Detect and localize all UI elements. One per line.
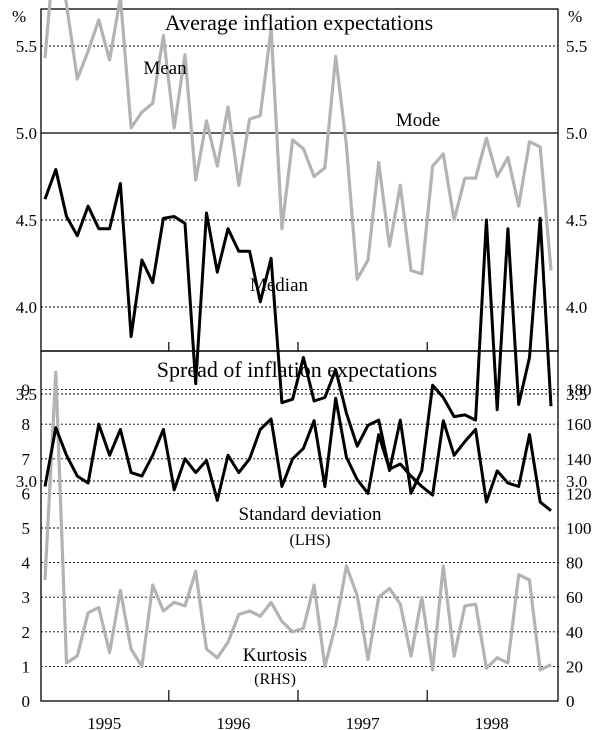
- series-label-standard-deviation: Standard deviation: [239, 504, 382, 525]
- top-left-tick-label: 4.5: [16, 211, 37, 230]
- top-right-tick-label: 5.0: [566, 124, 587, 143]
- series-label-mean: Mean: [143, 58, 187, 79]
- bottom-right-tick-label: 80: [566, 554, 583, 573]
- x-tick-label: 1995: [87, 714, 121, 730]
- mean-line: [43, 0, 553, 281]
- bottom-right-tick-label: 160: [566, 415, 592, 434]
- bottom-left-tick-label: 8: [22, 415, 31, 434]
- top-left-tick-label: 5.0: [16, 124, 37, 143]
- bottom-panel-title: Spread of inflation expectations: [157, 357, 437, 382]
- bottom-left-tick-label: 4: [22, 554, 31, 573]
- series-lines: [43, 0, 553, 672]
- bottom-left-tick-label: 7: [22, 450, 31, 469]
- x-tick-label: 1997: [346, 714, 381, 730]
- bottom-right-tick-label: 0: [566, 692, 575, 711]
- series-sublabel-kurtosis: (RHS): [254, 671, 296, 688]
- bottom-left-tick-label: 0: [22, 692, 31, 711]
- bottom-right-tick-label: 60: [566, 588, 583, 607]
- bottom-right-tick-label: 40: [566, 623, 583, 642]
- bottom-left-tick-label: 3: [22, 588, 31, 607]
- bottom-left-tick-label: 1: [22, 657, 31, 676]
- top-left-tick-label: 4.0: [16, 298, 37, 317]
- top-left-unit-label: %: [12, 7, 26, 26]
- series-label-kurtosis: Kurtosis: [243, 645, 307, 666]
- top-right-tick-label: 4.0: [566, 298, 587, 317]
- series-sublabel-standard-deviation: (LHS): [290, 532, 331, 549]
- axis-ticks: 3.03.03.53.54.04.04.54.55.05.05.55.56.06…: [16, 37, 592, 730]
- x-tick-label: 1998: [475, 714, 509, 730]
- kurtosis-line: [43, 370, 552, 672]
- series-label-mode: Mode: [396, 110, 440, 131]
- top-right-tick-label: 3.0: [566, 472, 587, 491]
- top-panel-gridlines: [41, 45, 558, 482]
- top-left-tick-label: 3.0: [16, 472, 37, 491]
- bottom-right-tick-label: 140: [566, 450, 592, 469]
- bottom-right-tick-label: 120: [566, 484, 592, 503]
- bottom-left-tick-label: 9: [22, 381, 31, 400]
- top-right-unit-label: %: [568, 7, 582, 26]
- top-panel-title: Average inflation expectations: [165, 10, 433, 35]
- bottom-right-tick-label: 20: [566, 657, 583, 676]
- bottom-right-tick-label: 180: [566, 381, 592, 400]
- top-right-tick-label: 5.5: [566, 37, 587, 56]
- bottom-panel-frame: [40, 350, 559, 702]
- x-tick-label: 1996: [216, 714, 250, 730]
- median-line: [43, 168, 553, 495]
- series-label-median: Median: [250, 275, 309, 296]
- bottom-left-tick-label: 6: [22, 484, 31, 503]
- top-right-tick-label: 4.5: [566, 211, 587, 230]
- bottom-left-tick-label: 5: [22, 519, 31, 538]
- bottom-right-tick-label: 100: [566, 519, 592, 538]
- top-left-tick-label: 5.5: [16, 37, 37, 56]
- bottom-left-tick-label: 2: [22, 623, 31, 642]
- top-left-tick-label: 3.5: [16, 385, 37, 404]
- standard-deviation-line: [43, 396, 552, 512]
- top-right-tick-label: 3.5: [566, 385, 587, 404]
